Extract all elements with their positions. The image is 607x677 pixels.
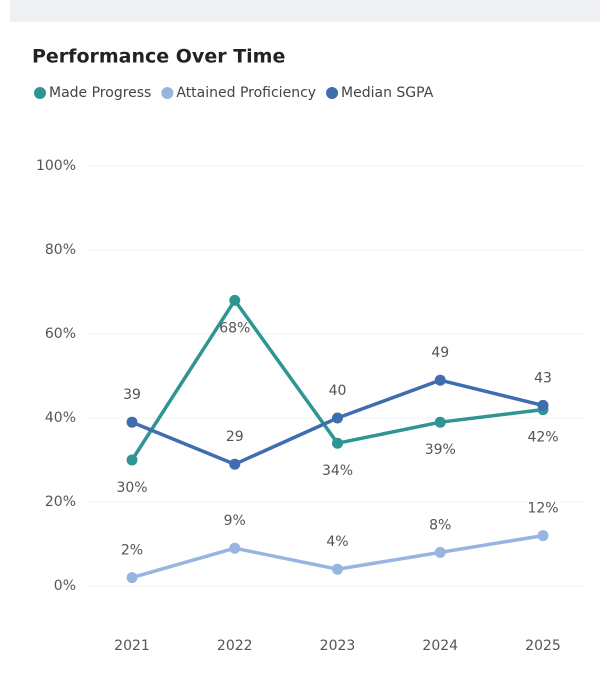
data-label: 8% [429, 517, 451, 533]
data-point [229, 542, 241, 554]
data-label: 2% [121, 543, 143, 559]
y-tick-label: 20% [45, 494, 76, 510]
data-label: 34% [322, 463, 353, 479]
data-point [126, 454, 138, 466]
data-label: 40 [329, 383, 347, 399]
data-label: 68% [219, 320, 250, 336]
data-label: 49 [431, 345, 449, 361]
y-tick-label: 80% [45, 242, 76, 258]
x-tick-label: 2021 [114, 638, 150, 654]
y-tick-label: 0% [54, 578, 76, 594]
data-point [332, 437, 343, 449]
data-point [332, 412, 343, 424]
y-tick-label: 60% [45, 326, 76, 342]
data-point [126, 572, 138, 584]
data-point [537, 399, 549, 411]
legend-label: Made Progress [49, 85, 151, 101]
legend-marker [326, 87, 339, 99]
data-point [332, 563, 343, 575]
data-point [229, 458, 241, 470]
y-tick-label: 40% [45, 410, 76, 426]
data-label: 30% [116, 480, 147, 496]
data-label: 4% [326, 534, 348, 550]
data-point [126, 416, 138, 428]
legend-marker [34, 87, 46, 99]
data-point [537, 530, 549, 542]
chart-title: Performance Over Time [32, 46, 285, 68]
data-label: 39 [123, 387, 141, 403]
data-label: 42% [527, 430, 558, 446]
legend-marker [161, 87, 174, 99]
data-label: 39% [425, 442, 456, 458]
x-tick-label: 2024 [422, 638, 458, 654]
data-point [434, 374, 446, 386]
x-tick-label: 2025 [525, 638, 561, 654]
legend-label: Attained Proficiency [176, 85, 316, 101]
data-point [434, 416, 446, 428]
y-tick-label: 100% [36, 158, 76, 174]
data-point [229, 294, 241, 306]
data-label: 9% [224, 513, 246, 529]
top-bar [10, 0, 600, 22]
x-tick-label: 2022 [217, 638, 253, 654]
x-tick-label: 2023 [320, 638, 356, 654]
data-label: 12% [527, 501, 558, 517]
series-line [130, 298, 544, 461]
legend-label: Median SGPA [341, 85, 434, 101]
data-label: 29 [226, 429, 244, 445]
data-point [434, 546, 446, 558]
data-label: 43 [534, 370, 552, 386]
